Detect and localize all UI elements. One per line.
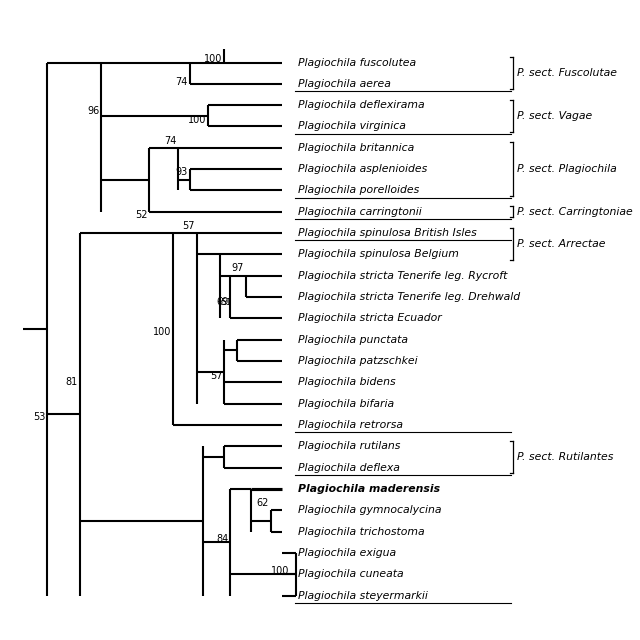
Text: Plagiochila bidens: Plagiochila bidens xyxy=(298,378,396,387)
Text: Plagiochila spinulosa British Isles: Plagiochila spinulosa British Isles xyxy=(298,228,477,238)
Text: 100: 100 xyxy=(154,327,172,337)
Text: Plagiochila cuneata: Plagiochila cuneata xyxy=(298,569,404,579)
Text: P. sect. Vagae: P. sect. Vagae xyxy=(516,111,592,121)
Text: Plagiochila maderensis: Plagiochila maderensis xyxy=(298,484,440,494)
Text: Plagiochila aerea: Plagiochila aerea xyxy=(298,79,391,89)
Text: 100: 100 xyxy=(188,115,206,125)
Text: P. sect. Fuscolutae: P. sect. Fuscolutae xyxy=(516,68,617,78)
Text: 57: 57 xyxy=(182,221,195,231)
Text: Plagiochila britannica: Plagiochila britannica xyxy=(298,143,414,153)
Text: Plagiochila bifaria: Plagiochila bifaria xyxy=(298,399,394,409)
Text: 57: 57 xyxy=(210,371,222,381)
Text: Plagiochila deflexirama: Plagiochila deflexirama xyxy=(298,100,425,110)
Text: 81: 81 xyxy=(65,377,77,387)
Text: 96: 96 xyxy=(87,106,99,116)
Text: 69: 69 xyxy=(216,297,228,307)
Text: P. sect. Carringtoniae: P. sect. Carringtoniae xyxy=(516,207,632,217)
Text: Plagiochila gymnocalycina: Plagiochila gymnocalycina xyxy=(298,505,442,515)
Text: Plagiochila porelloides: Plagiochila porelloides xyxy=(298,186,419,195)
Text: 74: 74 xyxy=(175,77,188,87)
Text: 93: 93 xyxy=(175,167,188,177)
Text: Plagiochila retrorsa: Plagiochila retrorsa xyxy=(298,420,403,430)
Text: Plagiochila exigua: Plagiochila exigua xyxy=(298,548,396,558)
Text: Plagiochila stricta Tenerife leg. Rycroft: Plagiochila stricta Tenerife leg. Rycrof… xyxy=(298,271,508,281)
Text: 100: 100 xyxy=(204,54,222,64)
Text: P. sect. Rutilantes: P. sect. Rutilantes xyxy=(516,452,613,462)
Text: 53: 53 xyxy=(33,412,45,422)
Text: 97: 97 xyxy=(232,263,244,273)
Text: Plagiochila trichostoma: Plagiochila trichostoma xyxy=(298,527,425,536)
Text: Plagiochila asplenioides: Plagiochila asplenioides xyxy=(298,164,428,174)
Text: Plagiochila virginica: Plagiochila virginica xyxy=(298,122,406,131)
Text: 52: 52 xyxy=(135,210,147,220)
Text: P. sect. Plagiochila: P. sect. Plagiochila xyxy=(516,164,616,174)
Text: 100: 100 xyxy=(271,566,289,576)
Text: Plagiochila patzschkei: Plagiochila patzschkei xyxy=(298,356,418,366)
Text: Plagiochila deflexa: Plagiochila deflexa xyxy=(298,463,400,472)
Text: Plagiochila steyermarkii: Plagiochila steyermarkii xyxy=(298,591,428,600)
Text: 62: 62 xyxy=(257,499,269,508)
Text: Plagiochila carringtonii: Plagiochila carringtonii xyxy=(298,207,422,217)
Text: Plagiochila stricta Ecuador: Plagiochila stricta Ecuador xyxy=(298,314,442,323)
Text: 84: 84 xyxy=(216,534,228,544)
Text: 51: 51 xyxy=(220,298,232,307)
Text: Plagiochila rutilans: Plagiochila rutilans xyxy=(298,442,401,451)
Text: Plagiochila stricta Tenerife leg. Drehwald: Plagiochila stricta Tenerife leg. Drehwa… xyxy=(298,292,520,302)
Text: Plagiochila fuscolutea: Plagiochila fuscolutea xyxy=(298,58,416,67)
Text: Plagiochila punctata: Plagiochila punctata xyxy=(298,335,408,345)
Text: P. sect. Arrectae: P. sect. Arrectae xyxy=(516,239,605,249)
Text: Plagiochila spinulosa Belgium: Plagiochila spinulosa Belgium xyxy=(298,250,459,259)
Text: 74: 74 xyxy=(164,136,176,146)
